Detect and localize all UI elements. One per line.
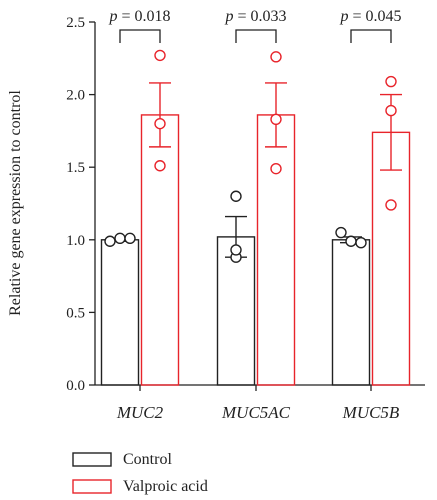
data-point (154, 160, 166, 172)
data-point (270, 113, 282, 125)
y-tick-label: 2.5 (66, 15, 85, 31)
y-tick-label: 1.0 (66, 233, 85, 249)
category-label: MUC5B (342, 403, 400, 422)
significance-bracket (235, 29, 277, 43)
y-tick-label: 0.0 (66, 378, 85, 394)
data-point (270, 51, 282, 63)
data-point (154, 49, 166, 62)
error-bars (109, 82, 402, 258)
p-value-label: p = 0.018 (108, 8, 170, 25)
axes: 0.0 0.5 1.0 1.5 2.0 2.5 (66, 15, 425, 394)
data-point (230, 244, 242, 256)
data-point (154, 117, 166, 130)
category-label: MUC5AC (221, 403, 291, 422)
data-point (385, 75, 397, 88)
legend-swatch (72, 452, 112, 467)
legend-swatch (72, 479, 112, 494)
category-labels: MUC2 MUC5AC MUC5B (116, 403, 400, 422)
category-label: MUC2 (116, 403, 164, 422)
bar-control (100, 239, 140, 386)
p-value-label: p = 0.045 (339, 8, 401, 25)
data-point (335, 226, 347, 239)
legend-label: Valproic acid (123, 478, 208, 495)
significance-bracket (119, 29, 161, 43)
significance-annotations: p = 0.018 p = 0.033 p = 0.045 (108, 8, 402, 43)
data-point (114, 232, 126, 245)
legend: Control Valproic acid (72, 451, 208, 495)
p-value-label: p = 0.033 (224, 8, 286, 25)
data-point (385, 199, 397, 211)
data-point (385, 104, 397, 117)
significance-bracket (350, 29, 392, 43)
data-points (104, 49, 397, 263)
y-tick-label: 2.0 (66, 88, 85, 104)
data-point (355, 237, 367, 249)
bar-valproic-acid (256, 114, 296, 386)
data-point (124, 232, 136, 245)
y-tick-label: 0.5 (66, 305, 85, 321)
data-point (230, 190, 242, 202)
data-point (270, 162, 282, 175)
data-point (345, 235, 357, 247)
bar-control (331, 239, 371, 386)
bar-valproic-acid (140, 114, 180, 386)
data-point (104, 235, 116, 247)
y-tick-label: 1.5 (66, 160, 85, 176)
legend-label: Control (123, 451, 172, 468)
bars (100, 114, 411, 386)
y-axis-label: Relative gene expression to control (7, 90, 24, 316)
